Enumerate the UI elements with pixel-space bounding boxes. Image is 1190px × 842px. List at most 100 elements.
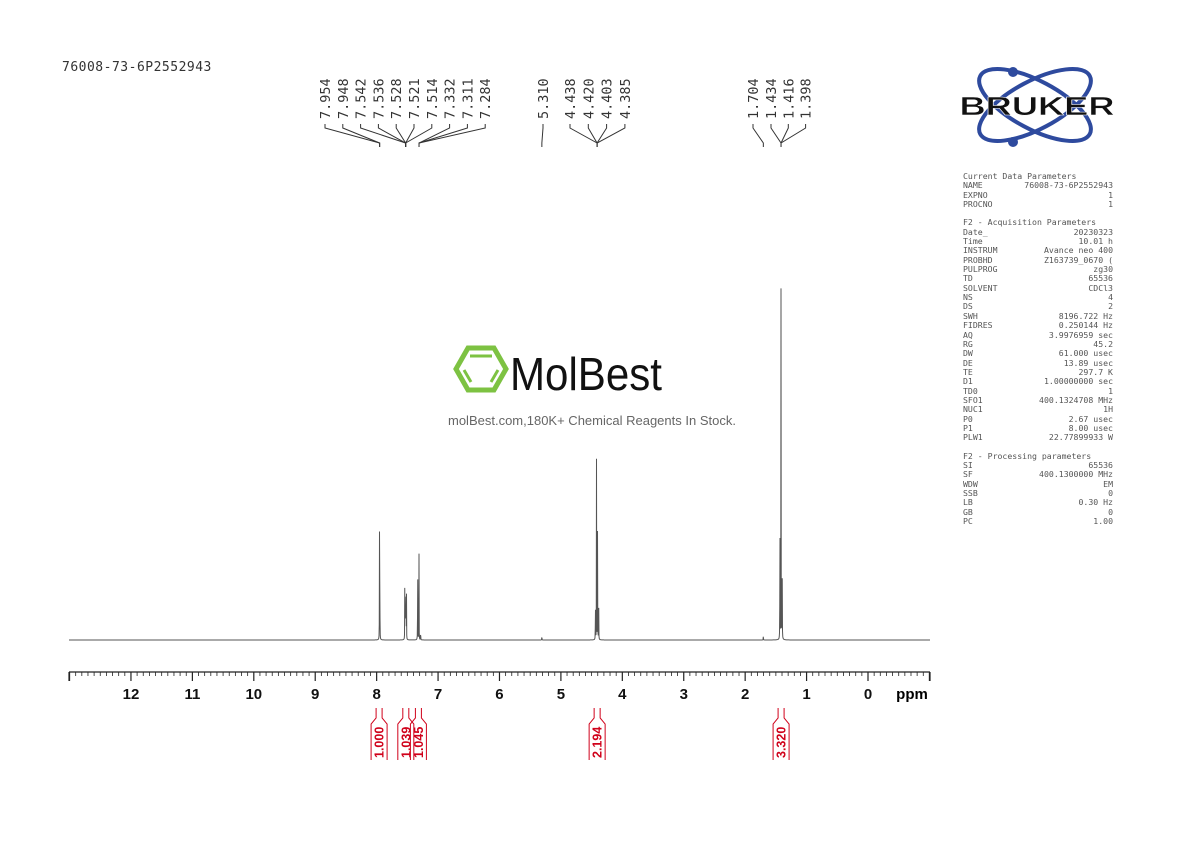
peak-label: 1.434 bbox=[764, 78, 780, 119]
x-axis: 12 11 10 9 8 7 6 5 4 3 2 1 0 bbox=[68, 671, 931, 703]
peak-label: 4.385 bbox=[618, 78, 634, 119]
param-value: 10.01 h bbox=[1078, 236, 1113, 247]
param-key: SI bbox=[963, 459, 973, 470]
param-key: PROCNO bbox=[963, 199, 993, 210]
param-value: 4 bbox=[1108, 292, 1113, 303]
param-row: SFO1 400.1324708 MHz bbox=[963, 394, 1113, 405]
param-key: SF bbox=[963, 469, 973, 480]
x-tick-label: 3 bbox=[680, 686, 688, 703]
peak-label: 7.311 bbox=[460, 78, 476, 119]
peak-label: 7.536 bbox=[371, 78, 387, 119]
param-row: DW 61.000 usec bbox=[963, 348, 1113, 359]
peak-label: 1.398 bbox=[799, 78, 815, 119]
integral-value: 1.039 bbox=[399, 727, 413, 758]
peak-label: 4.420 bbox=[581, 78, 597, 119]
peak-label: 1.704 bbox=[746, 78, 762, 119]
param-key: LB bbox=[963, 497, 973, 508]
peak-label-connector bbox=[752, 124, 764, 147]
peak-label: 7.542 bbox=[354, 78, 370, 119]
peak-labels: 7.954 7.948 7.542 7.536 7.528 7.521 7.514 7.332… bbox=[318, 78, 815, 147]
param-value: 65536 bbox=[1088, 273, 1113, 284]
integral-value: 1.000 bbox=[373, 727, 387, 758]
param-value: 0 bbox=[1108, 488, 1113, 498]
param-key: NUC1 bbox=[963, 404, 983, 415]
param-value: 0.30 Hz bbox=[1078, 497, 1113, 508]
param-value: 1 bbox=[1108, 385, 1113, 396]
param-key: NAME bbox=[963, 180, 983, 191]
integral-bracket bbox=[397, 708, 415, 760]
peak-label: 7.948 bbox=[336, 78, 352, 119]
peak-label: 7.521 bbox=[407, 78, 423, 119]
peak-label-connector bbox=[418, 124, 486, 147]
param-key: AQ bbox=[963, 329, 973, 340]
param-row: PC 1.00 bbox=[963, 516, 1113, 527]
acquisition-parameters-panel: Current Data Parameters NAME 76008-73-6P25… bbox=[963, 171, 1113, 527]
molbest-logo: MolBest bbox=[453, 345, 662, 400]
peak-label-connector bbox=[360, 124, 407, 147]
peak-label: 4.438 bbox=[563, 78, 579, 119]
x-tick-label: 1 bbox=[802, 686, 810, 703]
param-section-title: F2 - Acquisition Parameters bbox=[963, 217, 1097, 228]
param-row: DS 2 bbox=[963, 301, 1113, 312]
x-tick-label: 9 bbox=[311, 686, 319, 703]
peak-label: 7.514 bbox=[425, 78, 441, 119]
param-key: TD bbox=[963, 273, 973, 284]
peak-label: 7.332 bbox=[443, 78, 459, 119]
param-value: 61.000 usec bbox=[1058, 348, 1113, 359]
peak-label-connector bbox=[395, 124, 407, 147]
param-value: 0.250144 Hz bbox=[1058, 320, 1113, 331]
param-key: FIDRES bbox=[963, 320, 993, 331]
integral-bracket bbox=[772, 708, 790, 760]
param-section-current: Current Data Parameters NAME 76008-73-6P25… bbox=[963, 171, 1113, 210]
peak-label: 5.310 bbox=[536, 78, 552, 119]
param-value: 45.2 bbox=[1093, 338, 1113, 349]
param-value: 8.00 usec bbox=[1068, 422, 1113, 433]
peak-label: 4.403 bbox=[600, 78, 616, 119]
param-row: SI 65536 bbox=[963, 459, 1113, 470]
x-tick-label: 2 bbox=[741, 686, 749, 703]
param-value: 1 bbox=[1108, 189, 1113, 200]
param-value: 2.67 usec bbox=[1068, 413, 1113, 424]
param-row: NS 4 bbox=[963, 292, 1113, 303]
param-row: EXPNO 1 bbox=[963, 189, 1113, 200]
peak-label-connector bbox=[596, 124, 626, 147]
param-row: TE 297.7 K bbox=[963, 367, 1113, 377]
param-value: 3.9976959 sec bbox=[1048, 329, 1113, 340]
param-value: 400.1324708 MHz bbox=[1039, 394, 1113, 405]
x-tick-label: 12 bbox=[123, 686, 140, 703]
x-tick-label: 7 bbox=[434, 686, 442, 703]
param-row: NAME 76008-73-6P2552943 bbox=[963, 180, 1113, 191]
param-row: PULPROG zg30 bbox=[963, 264, 1113, 275]
peak-label-connector bbox=[587, 124, 598, 147]
param-value: 2 bbox=[1108, 301, 1113, 312]
peak-label-connector bbox=[418, 124, 451, 147]
param-row: PROBHD Z163739_0670 ( bbox=[963, 254, 1113, 265]
x-tick-label: 4 bbox=[618, 686, 627, 703]
peak-label-connector bbox=[324, 124, 381, 147]
sample-name: 76008-73-6P2552943 bbox=[62, 60, 212, 75]
param-row: TD0 1 bbox=[963, 385, 1113, 396]
param-row: PLW1 22.77899933 W bbox=[963, 432, 1113, 442]
param-key: PC bbox=[963, 516, 973, 527]
x-axis-label: ppm bbox=[896, 686, 928, 703]
param-key: RG bbox=[963, 338, 973, 349]
integral-bracket bbox=[588, 708, 606, 760]
param-key: PULPROG bbox=[963, 264, 998, 275]
peak-label-connector bbox=[780, 124, 789, 147]
bruker-logo: BRUKER bbox=[955, 62, 1120, 156]
param-row: SF 400.1300000 MHz bbox=[963, 469, 1113, 480]
integral-value: 2.194 bbox=[591, 727, 605, 758]
param-key: D1 bbox=[963, 376, 973, 387]
peak-label: 7.954 bbox=[318, 78, 334, 119]
param-value: zg30 bbox=[1093, 264, 1113, 275]
param-key: SFO1 bbox=[963, 394, 983, 405]
param-key: SSB bbox=[963, 488, 978, 498]
peak-label-connector bbox=[770, 124, 782, 147]
param-value: 8196.722 Hz bbox=[1058, 310, 1113, 321]
integral-bracket bbox=[370, 708, 388, 760]
param-key: PROBHD bbox=[963, 254, 993, 265]
peak-label-connector bbox=[342, 124, 381, 147]
peak-label-connector bbox=[405, 124, 415, 147]
param-row: LB 0.30 Hz bbox=[963, 497, 1113, 508]
